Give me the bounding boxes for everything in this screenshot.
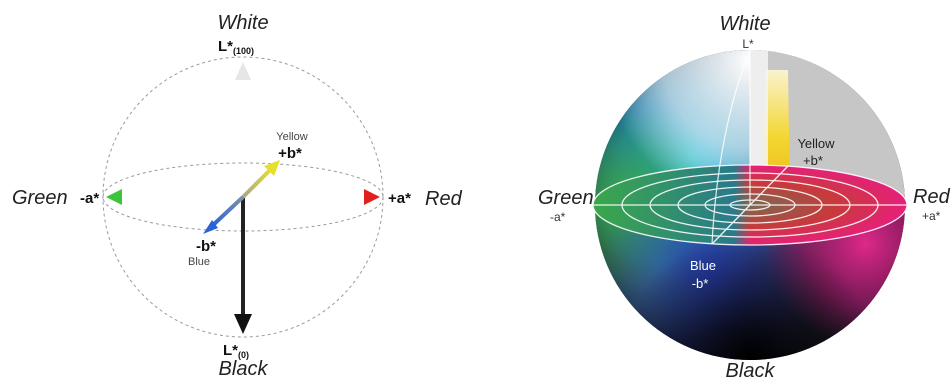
plus-b-label: +b* <box>278 145 302 162</box>
b-axis-blue <box>210 195 245 228</box>
red-arrow <box>364 189 380 205</box>
yellow-arrow <box>264 160 280 176</box>
white-label: White <box>217 12 268 34</box>
l100-label: L*(100) <box>218 38 254 56</box>
red-label-right: Red <box>913 186 951 208</box>
blue-arrow <box>203 220 218 234</box>
minus-a-label: -a* <box>80 190 99 207</box>
l-arrow-white <box>235 62 251 80</box>
minus-b-label-right: -b* <box>692 276 709 291</box>
plus-a-label-right: +a* <box>922 209 941 223</box>
l0-label: L*(0) <box>223 342 249 360</box>
l-label-right: L* <box>742 37 754 51</box>
blue-label: Blue <box>188 256 210 268</box>
l-arrow-black <box>234 314 252 334</box>
black-label-right: Black <box>726 360 776 378</box>
yellow-label-right: Yellow <box>797 136 835 151</box>
black-label: Black <box>219 358 269 378</box>
b-axis-yellow <box>241 166 274 199</box>
plus-b-label-right: +b* <box>803 153 823 168</box>
red-label: Red <box>425 188 463 210</box>
left-diagram: White L*(100) Yellow +b* Green -a* +a* R… <box>12 12 463 378</box>
yellow-label: Yellow <box>276 131 307 143</box>
minus-a-label-right: -a* <box>550 210 566 224</box>
blue-label-right: Blue <box>690 258 716 273</box>
equator-ellipse <box>102 162 384 232</box>
white-label-right: White <box>719 13 770 35</box>
minus-b-label: -b* <box>196 238 216 255</box>
right-diagram: White L* Yellow +b* Green -a* Red +a* Bl… <box>538 13 951 378</box>
green-label: Green <box>12 187 68 209</box>
green-arrow <box>106 189 122 205</box>
plus-a-label: +a* <box>388 190 411 207</box>
green-label-right: Green <box>538 187 594 209</box>
